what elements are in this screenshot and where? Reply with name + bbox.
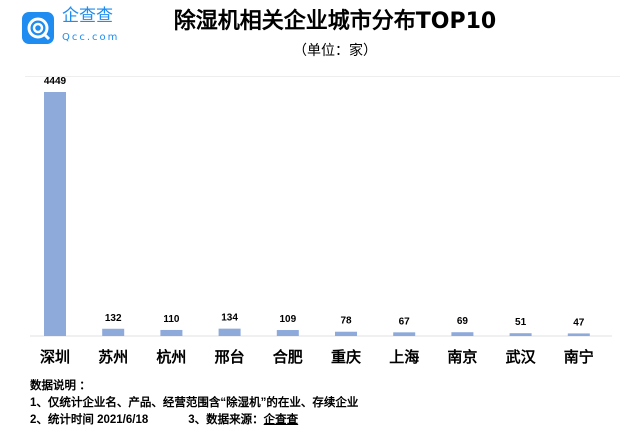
data-label: 132 — [105, 313, 122, 324]
category-label: 上海 — [389, 348, 419, 366]
data-label: 47 — [573, 317, 585, 328]
category-label: 苏州 — [98, 348, 128, 366]
chart-title: 除湿机相关企业城市分布TOP10 — [173, 9, 497, 34]
data-label: 110 — [163, 314, 180, 325]
bar — [44, 92, 66, 336]
category-label: 合肥 — [272, 348, 303, 366]
bar — [276, 330, 299, 336]
chart-subtitle: （单位：家） — [293, 43, 377, 59]
category-label: 南京 — [447, 348, 477, 366]
data-label: 109 — [279, 314, 296, 325]
data-label: 78 — [340, 316, 352, 327]
bar — [102, 328, 125, 336]
notes-line-2: 2、统计时间 2021/6/18 — [30, 414, 149, 426]
notes-line-3-prefix: 3、数据来源： — [188, 414, 264, 426]
notes-source: 企查查 — [263, 414, 299, 426]
bar — [451, 332, 474, 336]
data-label: 4449 — [44, 76, 67, 87]
logo-name: 企查查 — [62, 6, 113, 26]
data-label: 134 — [221, 313, 238, 324]
category-label: 杭州 — [156, 348, 186, 366]
category-label: 武汉 — [506, 348, 537, 366]
qcc-logo-icon — [22, 12, 54, 44]
bar — [218, 328, 241, 336]
notes-line-1: 1、仅统计企业名、产品、经营范围含“除湿机”的在业、存续企业 — [30, 397, 359, 409]
bar — [509, 333, 532, 336]
category-label: 重庆 — [331, 348, 361, 366]
data-label: 69 — [457, 316, 469, 327]
bar — [567, 333, 590, 336]
category-label: 深圳 — [40, 348, 70, 366]
data-notes: 数据说明 ： 1、仅统计企业名、产品、经营范围含“除湿机”的在业、存续企业 2、… — [30, 378, 358, 429]
notes-heading: 数据说明 ： — [30, 380, 91, 392]
bar — [393, 332, 416, 336]
divider — [25, 76, 620, 77]
category-label: 邢台 — [214, 348, 245, 366]
bar — [160, 329, 183, 336]
data-label: 67 — [399, 316, 411, 327]
data-label: 51 — [515, 317, 527, 328]
category-label: 南宁 — [564, 348, 594, 366]
logo-sub: Qcc.com — [62, 32, 120, 43]
bar — [335, 331, 357, 336]
